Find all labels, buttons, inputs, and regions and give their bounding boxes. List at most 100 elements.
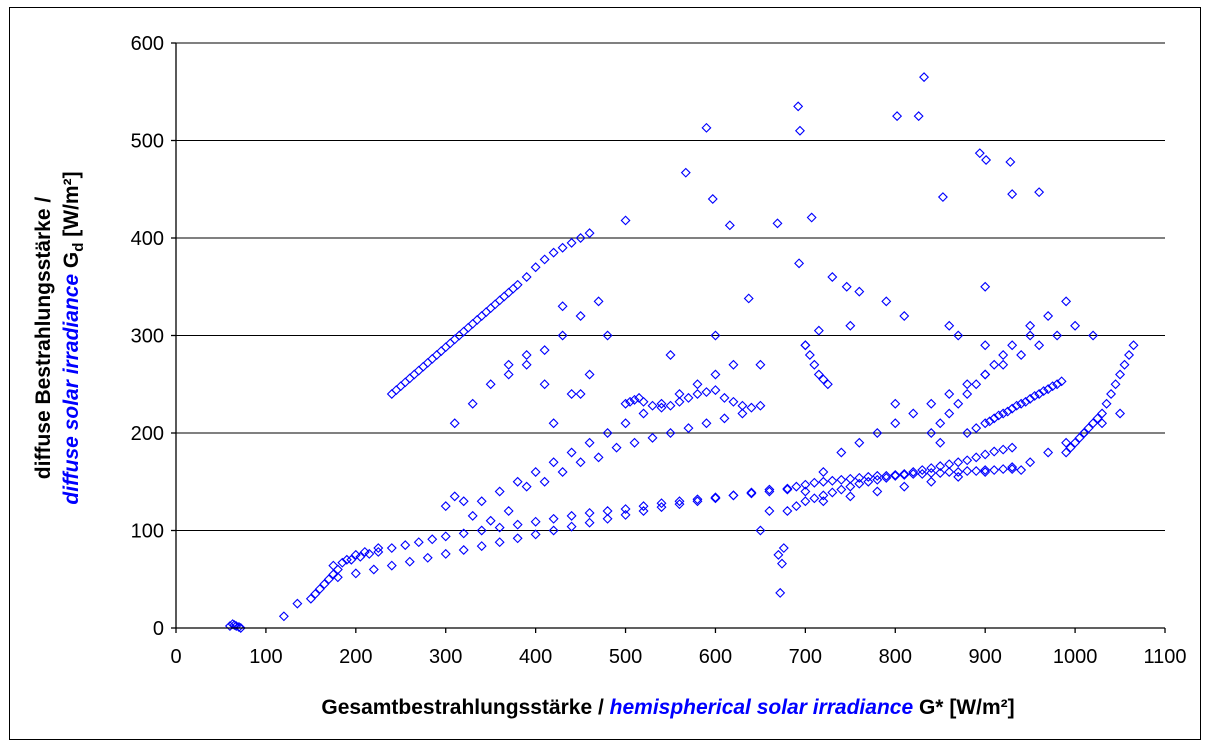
data-point-marker [692,389,703,399]
data-point-marker [638,396,649,407]
data-point-marker [1115,408,1126,419]
data-point-marker [778,543,789,554]
data-point-marker [1092,413,1103,424]
data-point-marker [638,408,649,419]
data-point-marker [746,487,757,498]
data-point-marker [680,167,691,178]
data-point-marker [962,379,973,390]
data-point-marker [772,218,783,229]
data-point-marker [620,398,631,409]
data-point-marker [989,413,1000,424]
data-point-marker [794,125,805,136]
data-point-marker [1034,187,1045,198]
data-point-marker [1005,156,1016,167]
data-point-marker [791,501,802,512]
data-point-marker [503,369,514,380]
data-point-marker [674,496,685,507]
data-point-marker [890,418,901,429]
data-point-marker [656,502,667,513]
data-point-marker [674,396,685,407]
data-point-marker [350,568,361,579]
marker-layer [224,72,1139,633]
data-point-marker [584,517,595,528]
data-point-marker [692,494,703,505]
x-tick-label: 200 [339,646,372,668]
data-point-marker [764,486,775,497]
data-point-marker [804,350,815,360]
data-point-marker [575,457,586,468]
data-point-marker [512,476,523,487]
data-point-marker [557,330,568,341]
data-point-marker [1070,437,1081,448]
data-point-marker [899,481,910,492]
data-point-marker [409,369,420,380]
x-axis-title: Gesamtbestrahlungsstärke / hemispherical… [321,696,1014,719]
data-point-marker [881,472,892,483]
x-tick-label: 1000 [1053,646,1098,668]
data-point-marker [512,533,523,544]
x-tick-label: 0 [170,646,181,668]
data-point-marker [449,491,460,502]
data-point-marker [710,330,721,341]
data-point-marker [530,529,541,540]
data-point-marker [539,345,550,356]
data-point-marker [512,519,523,530]
data-point-marker [638,506,649,516]
data-point-marker [314,584,325,594]
data-point-marker [935,467,946,478]
x-tick-label: 1100 [1143,646,1186,668]
data-point-marker [575,233,586,243]
data-point-marker [791,481,802,492]
data-point-marker [373,546,384,557]
data-point-marker [458,496,469,507]
y-axis-title: diffuse Bestrahlungsstärke / diffuse sol… [32,171,87,504]
y-tick-label: 200 [131,423,164,445]
data-point-marker [1002,406,1013,417]
data-point-marker [971,452,982,463]
data-point-marker [593,296,604,307]
data-point-marker [998,408,1009,419]
data-point-marker [701,418,712,429]
data-point-marker [1088,418,1099,429]
data-point-marker [980,340,991,351]
data-point-marker [656,498,667,509]
data-point-marker [458,545,469,555]
data-point-marker [818,490,829,501]
data-point-marker [485,379,496,390]
data-point-marker [656,402,667,413]
data-point-marker [485,303,496,314]
data-point-marker [836,474,847,485]
data-point-marker [611,442,622,453]
data-point-marker [863,471,874,482]
data-point-marker [890,398,901,409]
data-point-marker [499,291,510,302]
data-point-marker [584,228,595,239]
data-point-marker [710,492,721,503]
data-point-marker [841,281,852,292]
data-point-marker [1074,432,1085,443]
data-point-marker [1124,350,1135,360]
data-point-marker [777,558,787,569]
data-point-marker [647,432,658,443]
data-point-marker [926,463,937,474]
y-tick-label: 400 [131,228,164,250]
data-point-marker [1034,389,1045,399]
x-axis-title-part2: hemispherical solar irradiance [610,696,914,719]
data-point-marker [449,418,460,429]
data-point-marker [1061,437,1072,448]
y-tick-label: 500 [131,131,164,153]
data-point-marker [944,408,955,419]
data-point-marker [845,491,856,502]
data-point-marker [919,72,930,83]
x-tick-label: 400 [519,646,552,668]
data-point-marker [566,237,577,248]
data-point-marker [404,373,415,384]
data-point-marker [503,359,514,370]
data-point-marker [854,472,865,483]
data-point-marker [341,554,352,565]
data-point-marker [998,444,1009,455]
data-point-marker [1079,428,1090,438]
data-point-marker [827,272,838,282]
data-point-marker [793,101,804,112]
